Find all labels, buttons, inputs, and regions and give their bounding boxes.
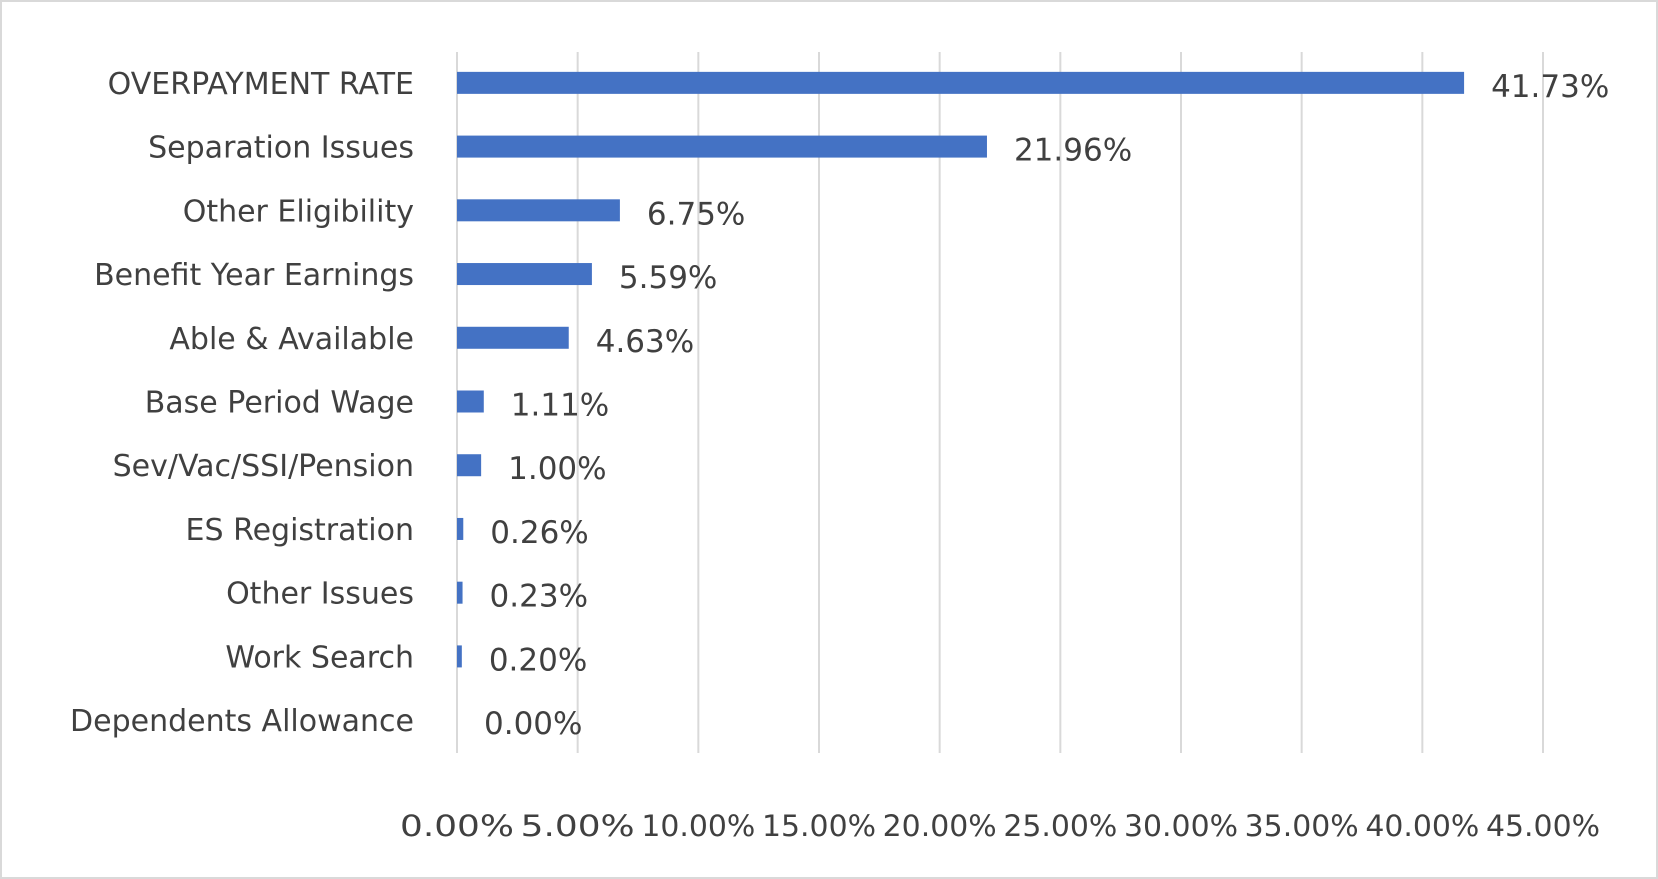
bar <box>457 390 484 413</box>
category-label: Benefit Year Earnings <box>94 258 414 293</box>
bar <box>457 135 987 158</box>
x-tick-label: 5.00% <box>521 809 635 843</box>
data-label: 41.73% <box>1491 69 1609 105</box>
x-tick-label: 0.00% <box>400 809 514 843</box>
x-tick-label: 20.00% <box>883 809 997 843</box>
data-label: 6.75% <box>647 196 745 232</box>
x-tick-label: 35.00% <box>1245 809 1359 843</box>
category-label: Dependents Allowance <box>70 704 414 739</box>
category-label: Other Eligibility <box>183 194 414 229</box>
x-tick-label: 40.00% <box>1365 809 1479 843</box>
category-label: Able & Available <box>169 322 414 357</box>
x-tick-label: 30.00% <box>1124 809 1238 843</box>
bar <box>457 581 463 604</box>
data-label: 0.26% <box>490 515 588 551</box>
x-tick-label: 15.00% <box>762 809 876 843</box>
bar <box>457 326 569 349</box>
category-label: Work Search <box>225 640 414 675</box>
data-label: 0.20% <box>489 642 587 678</box>
bar <box>457 517 464 540</box>
data-label: 1.00% <box>508 451 606 487</box>
data-label: 0.23% <box>490 579 588 615</box>
category-label: Other Issues <box>226 577 414 612</box>
x-tick-label: 45.00% <box>1486 809 1600 843</box>
category-label: OVERPAYMENT RATE <box>108 67 414 102</box>
x-tick-label: 10.00% <box>641 809 755 843</box>
bar <box>457 71 1465 94</box>
bar <box>457 645 462 668</box>
bar <box>457 454 482 477</box>
category-label: Separation Issues <box>148 131 414 166</box>
x-tick-label: 25.00% <box>1003 809 1117 843</box>
bar <box>457 263 592 286</box>
data-label: 0.00% <box>484 706 582 742</box>
bar <box>457 199 620 222</box>
data-label: 4.63% <box>596 324 694 360</box>
data-label: 21.96% <box>1014 133 1132 169</box>
category-label: Sev/Vac/SSI/Pension <box>113 449 414 484</box>
data-label: 1.11% <box>511 388 609 424</box>
category-label: ES Registration <box>186 513 414 548</box>
category-label: Base Period Wage <box>145 386 414 421</box>
data-label: 5.59% <box>619 260 717 296</box>
